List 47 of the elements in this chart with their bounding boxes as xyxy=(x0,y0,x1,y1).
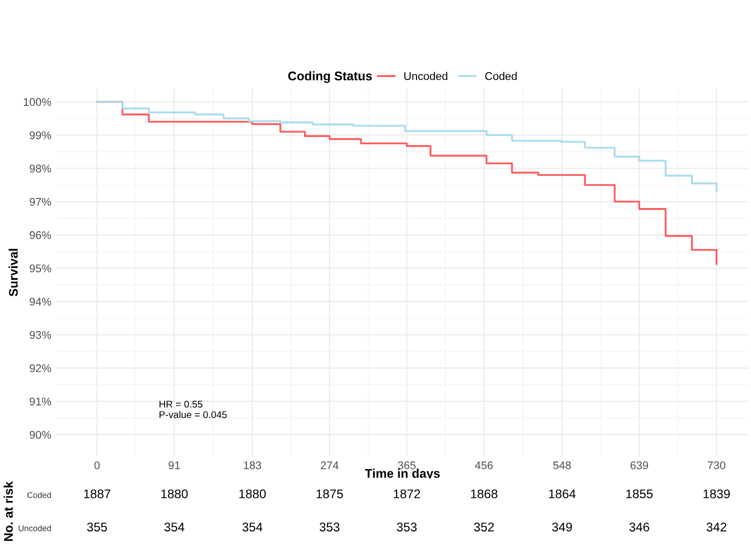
y-tick-label: 100% xyxy=(24,98,52,106)
data-label: 1839 xyxy=(704,489,730,498)
annotation: HR = 0.55 P-value = 0.045 xyxy=(160,400,227,418)
data-label: 1880 xyxy=(239,489,266,498)
x-tick-label: 274 xyxy=(320,461,339,470)
data-label: 1887 xyxy=(84,489,110,498)
data-label: 1868 xyxy=(471,489,498,498)
x-tick-label: 456 xyxy=(474,461,493,470)
y-tick-label: 93% xyxy=(30,331,52,339)
data-label: 1864 xyxy=(549,489,576,498)
y-tick-label: 91% xyxy=(30,398,52,406)
data-label: 346 xyxy=(629,522,650,532)
y-tick-label: Coded xyxy=(27,492,51,498)
data-label: 1872 xyxy=(394,489,420,498)
x-tick-label: 365 xyxy=(398,461,416,470)
data-label: 349 xyxy=(552,522,572,532)
x-tick-label: 0 xyxy=(94,461,100,470)
y-tick-label: 92% xyxy=(30,364,52,372)
y-tick-label: 98% xyxy=(30,164,52,172)
y-axis-title: No. at risk xyxy=(4,481,13,541)
legend-title: Coding Status xyxy=(288,71,372,83)
data-label: 1855 xyxy=(626,489,653,498)
y-tick-label: 99% xyxy=(30,131,52,140)
x-tick-label: 91 xyxy=(168,461,180,470)
y-tick-label: 96% xyxy=(30,231,52,240)
y-tick-label: Uncoded xyxy=(18,525,51,532)
y-axis-title: Survival xyxy=(8,248,18,296)
y-tick-label: 97% xyxy=(30,198,52,206)
legend-label: Coded xyxy=(485,72,517,80)
x-axis-title: Time in days xyxy=(364,468,440,480)
data-label: 353 xyxy=(396,522,417,532)
data-label: 352 xyxy=(474,522,494,532)
data-label: 354 xyxy=(164,522,184,532)
x-tick-label: 730 xyxy=(708,461,726,470)
y-tick-label: 90% xyxy=(30,430,52,439)
x-tick-label: 183 xyxy=(244,461,262,470)
data-label: 342 xyxy=(706,522,726,532)
data-label: 354 xyxy=(242,522,262,532)
data-label: 1875 xyxy=(316,489,343,498)
legend-label: Uncoded xyxy=(404,72,448,80)
data-label: 353 xyxy=(320,522,340,532)
y-tick-label: 94% xyxy=(30,298,52,306)
data-label: 355 xyxy=(87,522,107,532)
x-tick-label: 639 xyxy=(630,461,648,470)
x-tick-label: 548 xyxy=(553,461,571,470)
data-label: 1880 xyxy=(161,489,188,498)
y-tick-label: 95% xyxy=(30,264,52,272)
